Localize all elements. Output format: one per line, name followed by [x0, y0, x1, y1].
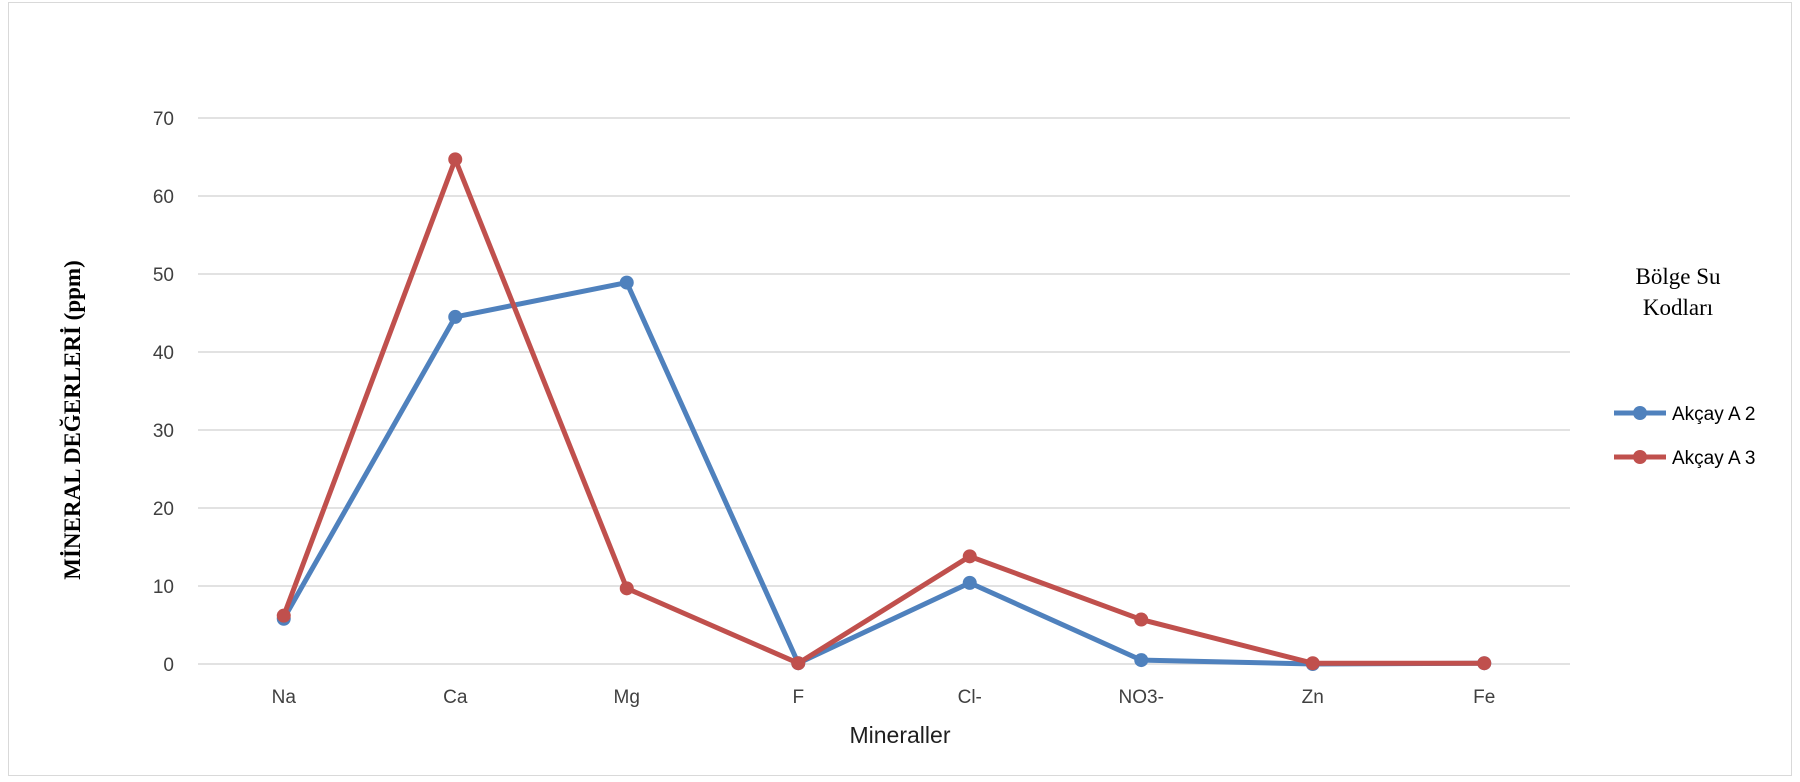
chart-frame: [8, 2, 1792, 776]
y-tick-label: 20: [153, 499, 174, 520]
data-point: [619, 275, 634, 290]
x-tick-label: NO3-: [1119, 687, 1164, 708]
x-tick-label: Zn: [1302, 687, 1324, 708]
y-axis-title: MİNERAL DEĞERLERİ (ppm): [59, 260, 85, 580]
x-tick-label: Cl-: [958, 687, 982, 708]
x-axis-title: Mineraller: [850, 722, 951, 748]
y-tick-label: 0: [163, 655, 174, 676]
legend: Bölge Su Kodları Akçay A 2 Akçay A 3: [1614, 264, 1755, 469]
y-tick-label: 70: [153, 109, 174, 130]
y-tick-label: 50: [153, 265, 174, 286]
y-tick-label: 60: [153, 187, 174, 208]
data-point: [1305, 656, 1320, 671]
data-point: [1134, 612, 1149, 627]
data-point: [619, 581, 634, 596]
series-line: [281, 280, 1487, 667]
series-line: [281, 156, 1487, 666]
legend-title-line-2: Kodları: [1643, 295, 1713, 320]
gridlines: [198, 117, 1570, 665]
legend-marker: [1633, 450, 1647, 464]
legend-label: Akçay A 2: [1672, 404, 1755, 425]
x-tick-label: Mg: [614, 687, 640, 708]
data-point: [276, 608, 291, 623]
y-tick-label: 30: [153, 421, 174, 442]
data-point: [1134, 653, 1149, 668]
data-point: [962, 549, 977, 564]
legend-label: Akçay A 3: [1672, 448, 1755, 469]
legend-item: Akçay A 2: [1614, 404, 1755, 425]
data-point: [1477, 656, 1492, 671]
y-axis-ticks: 0 10 20 30 40 50 60 70: [153, 109, 174, 676]
legend-title-line-1: Bölge Su: [1636, 264, 1721, 289]
x-tick-label: Ca: [443, 687, 468, 708]
data-point: [791, 656, 806, 671]
x-axis-ticks: Na Ca Mg F Cl- NO3- Zn Fe: [272, 687, 1496, 708]
y-tick-label: 40: [153, 343, 174, 364]
series-layer: [276, 152, 1492, 671]
x-tick-label: F: [792, 687, 804, 708]
legend-item: Akçay A 3: [1614, 448, 1755, 469]
data-point: [448, 152, 463, 167]
data-point: [962, 575, 977, 590]
series-2: [276, 152, 1492, 671]
x-tick-label: Na: [272, 687, 297, 708]
y-tick-label: 10: [153, 577, 174, 598]
data-point: [448, 309, 463, 324]
x-tick-label: Fe: [1473, 687, 1495, 708]
legend-marker: [1633, 406, 1647, 420]
